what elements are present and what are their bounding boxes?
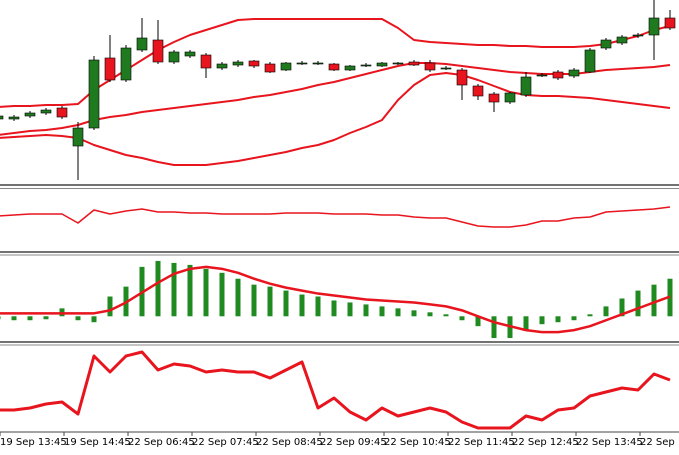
candle-body <box>8 116 20 120</box>
x-tick-label: 19 Sep 14:45 <box>64 437 131 448</box>
candle-body <box>24 112 36 117</box>
histogram-bar <box>427 312 433 317</box>
candle-body <box>632 34 644 37</box>
histogram-bar <box>75 316 81 321</box>
candle-body <box>248 60 260 67</box>
candle-body <box>360 64 372 67</box>
histogram-bar <box>107 296 113 317</box>
histogram-bar <box>235 278 241 317</box>
x-tick-label: 22 Sep 14 <box>640 437 679 448</box>
candle-body <box>472 85 484 97</box>
candle-body <box>424 62 436 71</box>
candle-body <box>216 63 228 69</box>
histogram-bar <box>539 316 545 325</box>
candle-body <box>568 69 580 77</box>
candle-body <box>88 59 100 129</box>
indicator-line <box>0 350 671 430</box>
x-tick-label: 22 Sep 10:45 <box>384 437 451 448</box>
candle-body <box>600 39 612 49</box>
candle-body <box>584 49 596 73</box>
histogram-bar <box>219 272 225 317</box>
candle-body <box>40 109 52 114</box>
candle-body <box>408 61 420 66</box>
candle-body <box>200 54 212 69</box>
x-tick-label: 22 Sep 12:45 <box>512 437 579 448</box>
histogram-bar <box>299 294 305 317</box>
candle-body <box>232 61 244 66</box>
histogram-bar <box>411 310 417 317</box>
histogram-bar <box>251 284 257 317</box>
x-tick-label: 22 Sep 11:45 <box>448 437 515 448</box>
histogram-bar <box>203 268 209 317</box>
histogram-bar <box>395 308 401 317</box>
histogram-bar <box>171 262 177 317</box>
histogram-bar <box>0 316 1 320</box>
candle-body <box>296 62 308 65</box>
histogram-bar <box>267 286 273 317</box>
histogram-bar <box>571 316 577 321</box>
candle-body <box>664 17 676 29</box>
candle-body <box>264 63 276 73</box>
x-tick-label: 22 Sep 07:45 <box>192 437 259 448</box>
candle-body <box>648 17 660 36</box>
candle-body <box>456 69 468 86</box>
histogram-bar <box>491 316 497 339</box>
candle-body <box>504 92 516 103</box>
histogram-bar <box>187 264 193 317</box>
candle-body <box>136 37 148 51</box>
histogram-bar <box>27 316 33 321</box>
histogram-bar <box>587 314 593 317</box>
histogram-bar <box>315 296 321 317</box>
histogram-bar <box>155 260 161 317</box>
candle-body <box>616 36 628 44</box>
candle-body <box>552 71 564 79</box>
histogram-bar <box>651 284 657 317</box>
histogram-bar <box>91 316 97 323</box>
candle-body <box>344 65 356 71</box>
histogram-bar <box>347 302 353 317</box>
x-tick-label: 22 Sep 13:45 <box>576 437 643 448</box>
histogram-bar <box>379 306 385 317</box>
indicator-line <box>0 206 671 228</box>
histogram-bar <box>363 304 369 317</box>
histogram-bar <box>523 316 529 331</box>
candle-body <box>328 63 340 71</box>
candle-body <box>120 47 132 81</box>
candle-body <box>536 74 548 77</box>
candle-body <box>392 62 404 65</box>
x-tick-label: 19 Sep 13:45 <box>0 437 67 448</box>
candle-body <box>440 67 452 70</box>
candle-body <box>376 62 388 67</box>
band-line <box>0 72 671 166</box>
histogram-bar <box>619 298 625 317</box>
candle-body <box>152 39 164 63</box>
histogram-bar <box>603 306 609 317</box>
x-tick-label: 22 Sep 09:45 <box>320 437 387 448</box>
signal-line <box>0 265 671 334</box>
candle-body <box>312 62 324 65</box>
candle-body <box>104 57 116 81</box>
candle-body <box>0 115 4 120</box>
x-tick-label: 22 Sep 08:45 <box>256 437 323 448</box>
x-tick-label: 22 Sep 06:45 <box>128 437 195 448</box>
histogram-bar <box>443 314 449 317</box>
candle-body <box>184 51 196 57</box>
histogram-bar <box>459 316 465 321</box>
candle-body <box>72 127 84 147</box>
candle-body <box>56 107 68 118</box>
candle-body <box>280 62 292 71</box>
histogram-bar <box>331 300 337 317</box>
candle-body <box>520 76 532 96</box>
histogram-bar <box>283 290 289 317</box>
candle-body <box>488 93 500 103</box>
histogram-bar <box>635 290 641 317</box>
candle-body <box>168 51 180 63</box>
histogram-bar <box>475 316 481 327</box>
histogram-bar <box>43 316 49 320</box>
histogram-bar <box>11 316 17 321</box>
histogram-bar <box>555 316 561 323</box>
